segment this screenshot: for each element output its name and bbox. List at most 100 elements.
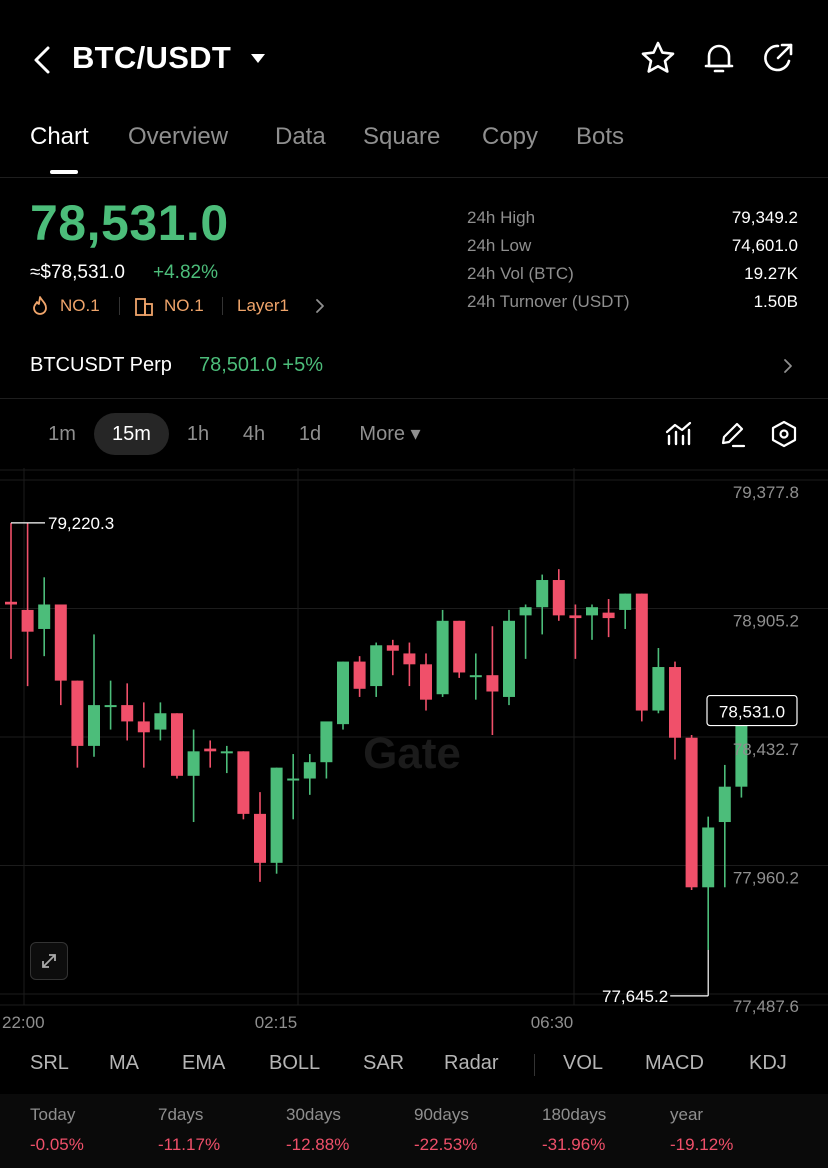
candle-body bbox=[320, 721, 333, 763]
indicator-sar[interactable]: SAR bbox=[363, 1052, 405, 1074]
candle-body bbox=[71, 680, 84, 746]
interval-1m[interactable]: 1m bbox=[48, 423, 76, 445]
stat-value: 79,349.2 bbox=[731, 208, 798, 227]
interval-more[interactable]: More ▾ bbox=[359, 423, 421, 445]
tab-overview[interactable]: Overview bbox=[128, 123, 229, 150]
candle bbox=[303, 754, 316, 795]
star-icon[interactable] bbox=[640, 40, 676, 76]
return-90days: 90days -22.53% bbox=[414, 1105, 477, 1155]
building-icon bbox=[135, 298, 153, 316]
candle-body bbox=[503, 620, 515, 697]
settings-hexagon-icon[interactable] bbox=[770, 420, 798, 448]
candle bbox=[586, 604, 598, 640]
candle bbox=[337, 661, 349, 730]
candle bbox=[635, 593, 648, 722]
return-value: -22.53% bbox=[414, 1135, 478, 1154]
y-tick-label: 77,960.2 bbox=[733, 868, 799, 887]
stat-row: 24h Low 74,601.0 bbox=[467, 234, 798, 262]
stat-label: 24h Vol (BTC) bbox=[467, 264, 574, 283]
interval-1h[interactable]: 1h bbox=[186, 423, 210, 445]
pair-title[interactable]: BTC/USDT bbox=[72, 40, 232, 75]
indicator-icon[interactable] bbox=[664, 420, 692, 448]
indicator-ma[interactable]: MA bbox=[109, 1052, 139, 1074]
interval-4h[interactable]: 4h bbox=[242, 423, 266, 445]
chevron-right-icon[interactable] bbox=[782, 358, 794, 374]
candle bbox=[420, 653, 432, 711]
candle-body bbox=[254, 813, 266, 863]
tag-hot-rank[interactable]: NO.1 bbox=[60, 296, 100, 315]
indicator-macd[interactable]: MACD bbox=[645, 1052, 704, 1074]
candle-body bbox=[220, 751, 233, 754]
caret-down-icon[interactable] bbox=[248, 50, 268, 66]
candle bbox=[453, 620, 466, 678]
candle bbox=[104, 680, 117, 730]
candle-body bbox=[137, 721, 150, 733]
candle-body bbox=[171, 713, 183, 776]
chevron-right-icon[interactable] bbox=[314, 298, 326, 314]
x-tick-label: 06:30 bbox=[531, 1013, 574, 1032]
high-marker-label: 79,220.3 bbox=[48, 514, 114, 533]
candle bbox=[702, 816, 715, 950]
share-icon[interactable] bbox=[761, 40, 797, 76]
candle-body bbox=[5, 601, 17, 605]
current-price-label: 78,531.0 bbox=[719, 703, 785, 722]
tag-category[interactable]: Layer1 bbox=[237, 296, 289, 315]
tab-data[interactable]: Data bbox=[275, 123, 326, 150]
pencil-icon[interactable] bbox=[718, 420, 746, 448]
candle-body bbox=[353, 661, 366, 689]
expand-button[interactable] bbox=[30, 942, 68, 980]
tab-bots[interactable]: Bots bbox=[576, 123, 625, 150]
section-divider bbox=[0, 398, 828, 399]
return-label: Today bbox=[30, 1105, 76, 1124]
tab-chart[interactable]: Chart bbox=[30, 123, 89, 150]
candle bbox=[519, 604, 532, 659]
indicator-boll[interactable]: BOLL bbox=[269, 1052, 321, 1074]
candle-body bbox=[536, 580, 549, 608]
indicator-radar[interactable]: Radar bbox=[444, 1052, 499, 1074]
chart-canvas[interactable]: Gate 79,377.8 78,905.2 78,432.7 77,960.2 77,… bbox=[0, 468, 828, 1040]
candle-body bbox=[652, 667, 665, 711]
return-7days: 7days -11.17% bbox=[158, 1105, 220, 1155]
candle-body bbox=[635, 593, 648, 711]
interval-15m[interactable]: 15m bbox=[94, 413, 169, 455]
tab-copy[interactable]: Copy bbox=[482, 123, 539, 150]
candle-body bbox=[21, 609, 34, 632]
candle bbox=[669, 661, 681, 760]
watermark: Gate bbox=[363, 729, 461, 778]
candle bbox=[718, 764, 731, 888]
indicator-vol[interactable]: VOL bbox=[563, 1052, 604, 1074]
candle bbox=[569, 604, 582, 659]
return-180days: 180days -31.96% bbox=[542, 1105, 606, 1155]
candle-body bbox=[54, 604, 67, 681]
indicator-kdj[interactable]: KDJ bbox=[749, 1052, 787, 1074]
return-value: -19.12% bbox=[670, 1135, 734, 1154]
candle-body bbox=[453, 620, 466, 673]
stat-row: 24h Vol (BTC) 19.27K bbox=[467, 262, 798, 290]
tag-market-cap-rank[interactable]: NO.1 bbox=[164, 296, 204, 315]
candle bbox=[270, 767, 283, 874]
perp-price-change: 78,501.0 +5% bbox=[199, 354, 323, 376]
candle bbox=[602, 599, 615, 638]
tab-square[interactable]: Square bbox=[363, 123, 441, 150]
candle-body bbox=[436, 620, 449, 695]
candle-body bbox=[154, 713, 167, 730]
bell-icon[interactable] bbox=[701, 40, 737, 76]
y-tick-label: 78,432.7 bbox=[733, 740, 799, 759]
x-tick-label: 22:00 bbox=[2, 1013, 45, 1032]
indicator-ema[interactable]: EMA bbox=[182, 1052, 226, 1074]
candle-body bbox=[386, 645, 399, 651]
interval-1d[interactable]: 1d bbox=[298, 423, 322, 445]
y-tick-label: 77,487.6 bbox=[733, 997, 799, 1016]
candle-body bbox=[685, 737, 698, 888]
chevron-left-icon[interactable] bbox=[28, 40, 58, 80]
candle bbox=[187, 729, 200, 823]
return-value: -11.17% bbox=[158, 1135, 221, 1154]
candlestick-chart[interactable]: Gate 79,377.8 78,905.2 78,432.7 77,960.2 77,… bbox=[0, 468, 828, 1040]
stat-value: 74,601.0 bbox=[731, 236, 798, 255]
candle bbox=[137, 702, 150, 768]
24h-stats: 24h High 79,349.2 24h Low 74,601.0 24h V… bbox=[467, 206, 798, 318]
candle bbox=[38, 577, 51, 657]
indicator-srl[interactable]: SRL bbox=[30, 1052, 69, 1074]
candle-body bbox=[519, 607, 532, 616]
candle bbox=[503, 609, 515, 706]
